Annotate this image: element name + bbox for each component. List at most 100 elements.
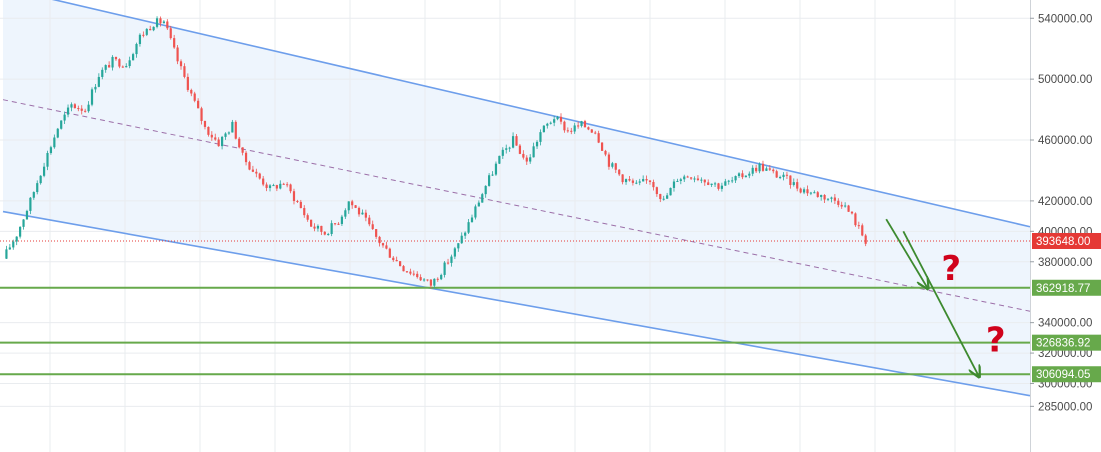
candle: [36, 180, 39, 195]
candle-body: [765, 168, 768, 171]
candle: [32, 191, 35, 200]
candle: [77, 105, 80, 112]
candle: [203, 120, 207, 130]
candle-body: [857, 225, 860, 227]
candle: [378, 235, 381, 247]
candle: [220, 135, 224, 150]
candle: [385, 241, 388, 250]
candle: [696, 175, 700, 182]
candle-body: [638, 181, 641, 183]
candle-body: [809, 192, 813, 194]
candle-body: [56, 128, 59, 138]
y-axis-tick-label: 500000.00: [1038, 74, 1092, 86]
candle: [275, 184, 278, 192]
candle-body: [556, 116, 559, 120]
candle: [381, 242, 385, 248]
candle: [357, 206, 361, 217]
candle: [197, 98, 200, 109]
candle-body: [440, 274, 443, 280]
candle: [279, 180, 282, 190]
candle-body: [826, 198, 830, 200]
candle-body: [155, 18, 159, 27]
candle-body: [436, 278, 439, 280]
candle-body: [453, 248, 456, 257]
candle-body: [66, 107, 70, 115]
candle-body: [111, 56, 114, 68]
candle-body: [29, 197, 32, 211]
candle: [231, 119, 234, 133]
candle: [864, 233, 867, 247]
candle: [402, 265, 405, 272]
candle-body: [49, 147, 53, 153]
candle-body: [36, 183, 39, 193]
candle: [553, 115, 556, 127]
candle: [594, 130, 597, 135]
candle-body: [446, 262, 450, 264]
candle-body: [713, 183, 717, 185]
candle: [563, 120, 566, 133]
level-price-label: 362918.77: [1036, 283, 1090, 295]
candle: [234, 120, 237, 140]
candle: [666, 192, 669, 199]
candle-body: [577, 125, 580, 127]
candle: [268, 184, 272, 192]
candle-body: [607, 154, 611, 167]
candle: [8, 243, 11, 250]
candle-body: [508, 147, 511, 149]
candle-body: [470, 217, 474, 223]
candle-body: [241, 147, 244, 153]
candle-body: [566, 130, 569, 132]
candle-body: [433, 278, 436, 286]
candle: [200, 106, 203, 125]
candle: [618, 169, 621, 177]
candle-body: [416, 273, 419, 278]
candle: [409, 268, 412, 276]
candle-body: [292, 191, 296, 201]
candle: [628, 175, 631, 182]
candle-body: [696, 178, 700, 181]
candle: [751, 165, 754, 177]
candle-body: [833, 197, 836, 201]
candle: [29, 197, 32, 215]
candle-body: [399, 261, 402, 267]
candle: [347, 201, 350, 214]
candle-body: [614, 163, 617, 170]
candle-body: [128, 60, 131, 67]
candle: [669, 187, 672, 196]
candle: [611, 161, 614, 169]
candle-body: [778, 177, 782, 179]
candle-body: [549, 122, 552, 124]
candle: [25, 209, 29, 220]
candle-body: [217, 139, 220, 147]
candle-body: [231, 121, 234, 133]
candle-body: [464, 232, 467, 236]
forecast-arrow[interactable]: [885, 218, 927, 287]
candle: [802, 187, 806, 195]
candle: [511, 132, 515, 149]
candle: [303, 205, 306, 218]
candle-body: [385, 245, 388, 249]
candle: [806, 185, 809, 196]
candle-body: [262, 178, 265, 185]
candle-body: [573, 125, 576, 132]
candle: [775, 169, 778, 178]
candle-body: [652, 181, 655, 188]
candle: [607, 152, 611, 170]
candle: [39, 175, 42, 185]
candle-body: [402, 266, 405, 272]
candle: [577, 121, 580, 129]
candle-body: [525, 157, 528, 162]
forecast-arrow[interactable]: [902, 230, 978, 376]
candle: [446, 258, 450, 265]
candle: [330, 220, 333, 237]
candle: [744, 175, 747, 178]
candle: [587, 126, 590, 131]
candle-body: [258, 173, 261, 179]
candle: [631, 178, 634, 186]
candle-body: [337, 223, 340, 225]
candle-body: [333, 223, 337, 225]
candle-body: [395, 260, 398, 262]
candle-body: [422, 279, 426, 281]
candle-body: [361, 212, 364, 215]
